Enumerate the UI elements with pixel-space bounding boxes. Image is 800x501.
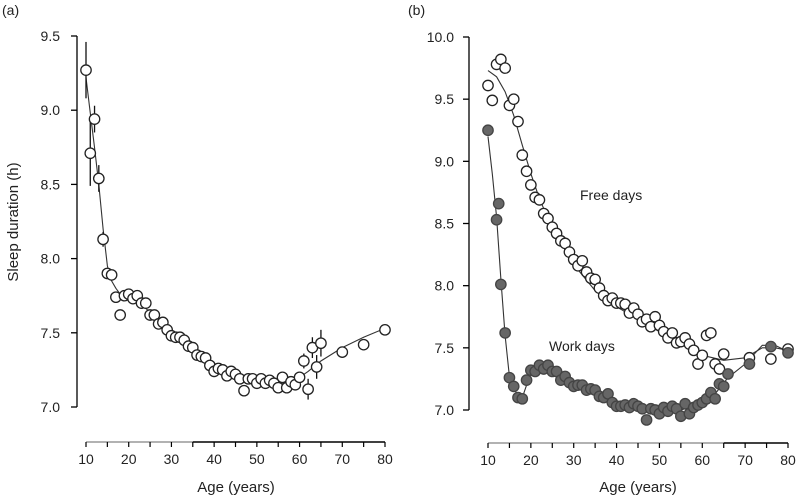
free-days-point: [507, 93, 520, 106]
data-point: [80, 64, 92, 76]
work-days-point: [765, 340, 777, 353]
work-days-point: [492, 197, 505, 210]
x-axis-title-b: Age (years): [599, 479, 677, 496]
data-point: [84, 147, 97, 160]
y-tick-label: 8.5: [41, 176, 61, 192]
x-tick-label: 70: [334, 451, 350, 467]
x-tick-label: 80: [780, 452, 796, 468]
x-tick-label: 10: [78, 451, 94, 467]
free-days-point: [533, 194, 546, 206]
work-days-point: [709, 392, 721, 405]
work-days-point: [490, 213, 503, 226]
free-days-point: [520, 165, 533, 178]
panel-label-a: (a): [2, 2, 19, 18]
x-tick-label: 40: [206, 451, 222, 467]
data-point: [315, 337, 327, 350]
y-tick-label: 7.0: [435, 402, 455, 418]
free-days-point: [486, 94, 499, 107]
data-point: [238, 384, 250, 397]
y-tick-label: 9.5: [435, 91, 455, 107]
free-days-point: [482, 79, 494, 92]
panel-label-b: (b): [408, 2, 425, 18]
free-days-point: [765, 353, 777, 365]
y-tick-label: 7.5: [435, 340, 455, 356]
x-tick-label: 30: [164, 451, 180, 467]
annotation-work-days: Work days: [549, 338, 615, 354]
data-point: [357, 338, 370, 351]
data-point: [297, 355, 310, 367]
y-tick-label: 7.0: [41, 399, 61, 415]
work-days-point: [495, 278, 507, 291]
y-tick-label: 8.0: [435, 278, 455, 294]
x-tick-label: 30: [566, 452, 582, 468]
free-days-point: [717, 348, 730, 360]
work-days-point: [640, 414, 653, 426]
work-days-point: [516, 392, 529, 405]
y-tick-label: 9.0: [435, 153, 455, 169]
y-tick-label: 8.5: [435, 216, 455, 232]
y-tick-label: 9.5: [41, 28, 61, 44]
work-days-point: [782, 346, 794, 359]
free-days-point: [687, 344, 700, 357]
free-days-point: [512, 115, 524, 128]
free-days-point: [499, 62, 511, 74]
y-axis-title-a: Sleep duration (h): [5, 162, 22, 281]
free-days-point: [705, 327, 717, 339]
free-days-point: [576, 254, 589, 267]
data-point: [379, 323, 391, 336]
x-tick-label: 20: [523, 452, 539, 468]
data-point: [97, 233, 109, 246]
fit-line: [85, 77, 386, 386]
work-days-point: [507, 380, 520, 393]
work-days-point: [743, 358, 756, 370]
y-tick-label: 10.0: [427, 29, 454, 45]
x-tick-label: 50: [652, 452, 668, 468]
data-point: [302, 383, 314, 396]
x-tick-label: 20: [121, 451, 137, 467]
annotation-free-days: Free days: [580, 187, 642, 203]
work-days-point: [717, 380, 730, 393]
x-tick-label: 60: [292, 451, 308, 467]
free-days-point: [666, 327, 679, 339]
data-point: [336, 346, 349, 358]
data-point: [88, 113, 101, 125]
y-tick-label: 8.0: [41, 251, 61, 267]
data-point: [310, 361, 323, 373]
work-days-point: [482, 124, 494, 137]
data-point: [92, 172, 105, 185]
data-point: [139, 297, 152, 309]
x-axis-title-a: Age (years): [197, 479, 275, 496]
panel-b: 7.0 7.5 8.0 8.5 9.0 9.5 10.0 10 20 30 40 50 60 70 80: [427, 29, 796, 468]
free-days-point: [696, 349, 709, 362]
free-days-point: [713, 363, 726, 375]
work-days-point: [499, 327, 511, 339]
free-days-point: [525, 179, 537, 191]
x-tick-label: 10: [480, 452, 496, 468]
x-tick-label: 70: [737, 452, 753, 468]
y-tick-label: 9.0: [41, 102, 61, 118]
work-days-point: [520, 374, 533, 387]
data-point: [105, 269, 118, 281]
work-days-point: [722, 368, 734, 380]
data-point: [114, 309, 127, 321]
free-days-point: [516, 149, 529, 161]
data-point: [293, 371, 306, 384]
panel-a: 7.0 7.5 8.0 8.5 9.0 9.5 10 20 30 40 50 60 70 80: [41, 28, 393, 467]
x-tick-label: 50: [249, 451, 265, 467]
x-tick-label: 80: [377, 451, 393, 467]
x-tick-label: 40: [609, 452, 625, 468]
y-tick-label: 7.5: [41, 325, 61, 341]
x-tick-label: 60: [694, 452, 710, 468]
